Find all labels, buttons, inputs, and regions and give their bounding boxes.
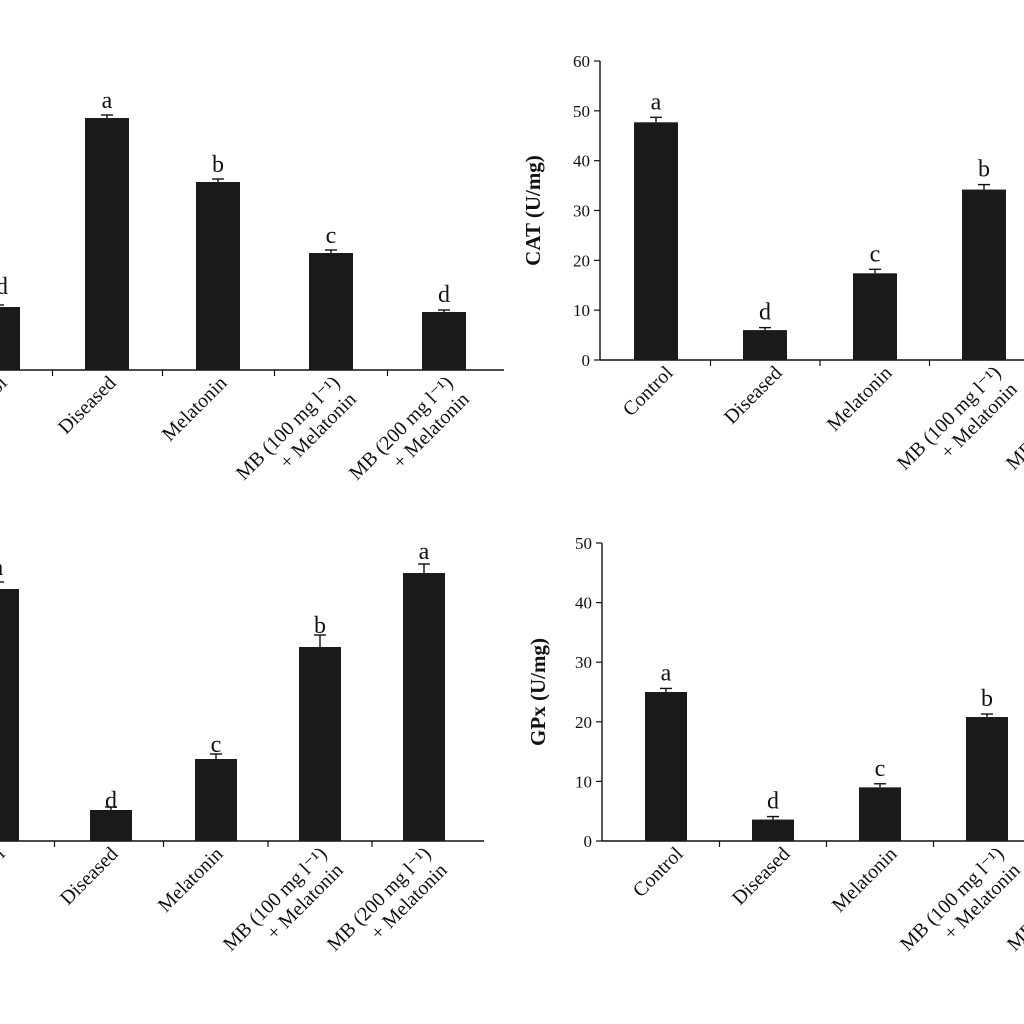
category-label-line: Melatonin <box>154 843 228 917</box>
significance-letter: c <box>326 223 337 249</box>
category-label: MB (100 mg l⁻¹)+ Melatonin <box>896 843 1024 972</box>
panel-cat: 0 10 20 30 40 50 60 CAT (U/mg) a Control d Diseased… <box>521 52 1024 491</box>
category-label: Diseased <box>720 362 787 429</box>
category-label: Control <box>0 843 10 902</box>
category-label: Diseased <box>54 372 121 439</box>
category-label: Melatonin <box>823 362 897 436</box>
bar <box>962 189 1006 360</box>
y-tick-label: 30 <box>573 202 590 221</box>
category-label: Control <box>619 362 678 421</box>
category-label-line: Diseased <box>728 843 795 910</box>
y-tick-label: 20 <box>573 251 590 270</box>
significance-letter: d <box>438 282 450 308</box>
significance-letter: b <box>981 686 993 712</box>
significance-letter: a <box>0 555 4 581</box>
category-label-line: Diseased <box>54 372 121 439</box>
category-label: MB (100 mg l⁻¹)+ Melatonin <box>893 362 1022 491</box>
y-tick-label: 40 <box>575 594 592 613</box>
bar <box>196 182 240 370</box>
bar <box>859 787 901 841</box>
category-label: MB (100 mg l⁻¹)+ Melatonin <box>219 843 348 972</box>
significance-letter: d <box>767 789 779 815</box>
category-label-line: Control <box>0 372 12 431</box>
bar <box>299 647 341 841</box>
y-tick-label: 60 <box>573 52 590 71</box>
y-tick-label: 0 <box>582 351 591 370</box>
bar <box>752 819 794 841</box>
bar <box>966 717 1008 841</box>
significance-letter: a <box>651 89 662 115</box>
y-tick-label: 50 <box>575 534 592 553</box>
significance-letter: c <box>875 756 886 782</box>
y-tick-label: 30 <box>575 653 592 672</box>
category-label: Melatonin <box>828 843 902 917</box>
significance-letter: c <box>211 732 222 758</box>
bar <box>645 692 687 841</box>
category-label: Diseased <box>56 843 123 910</box>
bar <box>90 810 132 841</box>
category-label: MB (100 mg l⁻¹)+ Melatonin <box>232 372 361 501</box>
panel-gpx: 0 10 20 30 40 50 GPx (U/mg) a Control d Diseased c M… <box>526 534 1024 972</box>
bar <box>0 589 19 841</box>
significance-letter: d <box>759 300 771 326</box>
category-label: Control <box>629 843 688 902</box>
category-label: MB (200 mg l⁻¹)+ Melatonin <box>323 843 452 972</box>
category-label: Diseased <box>728 843 795 910</box>
y-tick-label: 50 <box>573 102 590 121</box>
bar <box>634 122 678 360</box>
category-label-line: Control <box>629 843 688 902</box>
bar <box>422 312 466 370</box>
y-tick-label: 10 <box>573 301 590 320</box>
category-label: Melatonin <box>154 843 228 917</box>
bar <box>743 330 787 360</box>
category-label-line: Diseased <box>56 843 123 910</box>
significance-letter: a <box>661 660 672 686</box>
category-label-line: Melatonin <box>828 843 902 917</box>
significance-letter: d <box>0 274 8 300</box>
bar <box>853 273 897 360</box>
significance-letter: a <box>102 88 113 114</box>
category-label-line: Melatonin <box>158 372 232 446</box>
bar <box>195 759 237 841</box>
y-tick-label: 0 <box>584 832 593 851</box>
category-label-line: Diseased <box>720 362 787 429</box>
significance-letter: a <box>419 539 430 565</box>
significance-letter: c <box>870 241 881 267</box>
significance-letter: b <box>978 157 990 183</box>
category-label-line: Melatonin <box>823 362 897 436</box>
category-label: Control <box>0 372 12 431</box>
significance-letter: b <box>314 613 326 639</box>
significance-letter: b <box>212 152 224 178</box>
bar <box>309 253 353 370</box>
category-label: Melatonin <box>158 372 232 446</box>
bar <box>85 118 129 370</box>
y-tick-label: 10 <box>575 772 592 791</box>
category-label: MB (200 mg l⁻¹)+ Melatonin <box>345 372 474 501</box>
y-tick-label: 20 <box>575 713 592 732</box>
y-tick-label: 40 <box>573 152 590 171</box>
y-axis-title: GPx (U/mg) <box>526 638 550 746</box>
bar <box>0 307 20 370</box>
category-label-line: Control <box>619 362 678 421</box>
panel-top-left: d Control a Diseased b Melatonin c MB (100 mg l… <box>0 88 504 501</box>
bar <box>403 573 445 841</box>
category-label-line: Control <box>0 843 10 902</box>
y-axis-title: CAT (U/mg) <box>521 155 545 266</box>
